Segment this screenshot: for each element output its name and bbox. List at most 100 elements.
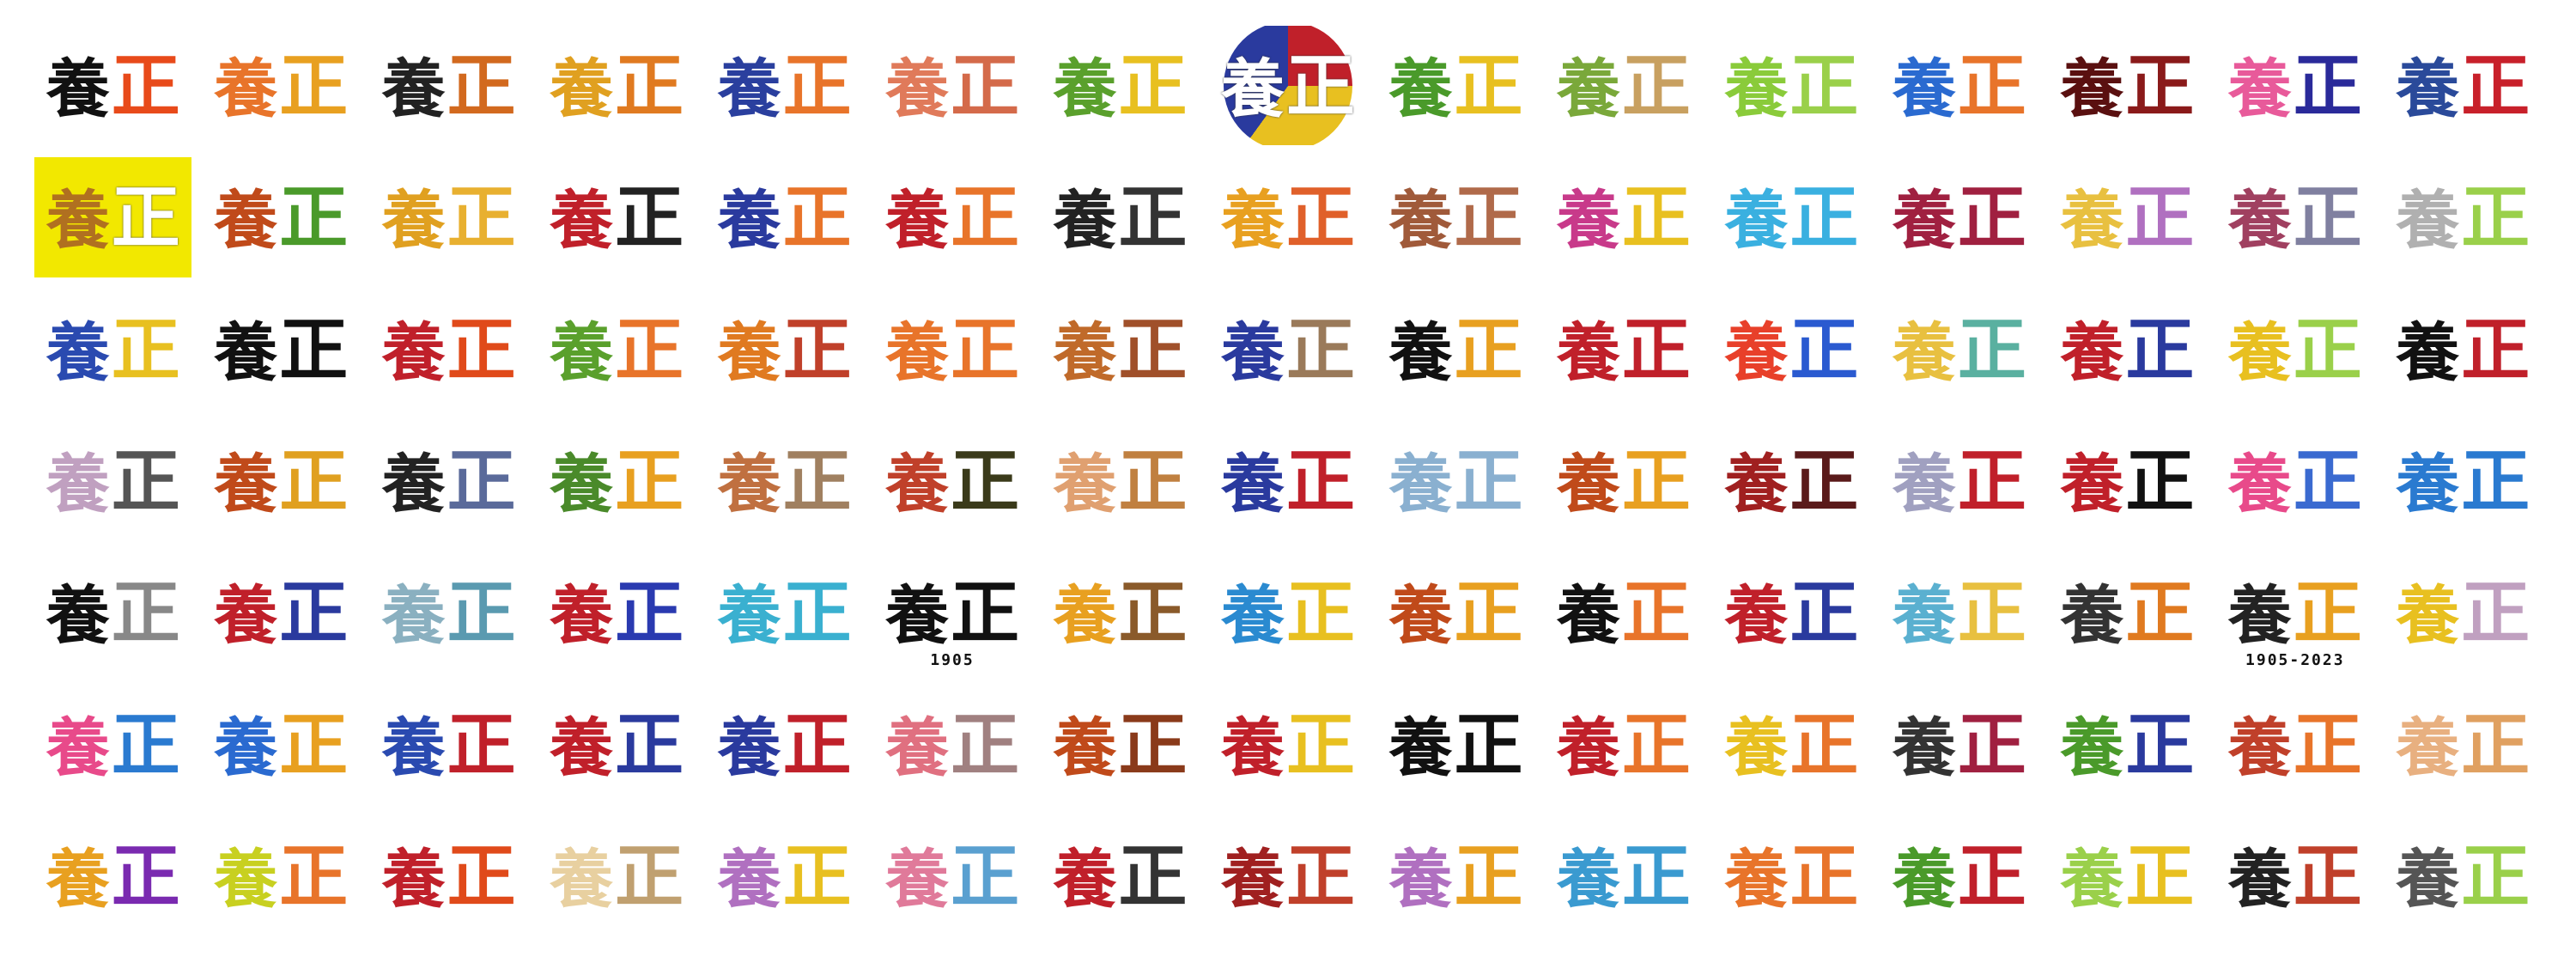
logo-char-second: 正 <box>1621 45 1691 126</box>
logo-char-second: 正 <box>1454 440 1523 521</box>
logo-char-second: 正 <box>1118 45 1188 126</box>
logo-tile: 養正 <box>1042 421 1199 540</box>
logo-char-second: 正 <box>111 308 180 390</box>
logo-tile: 養正 <box>34 421 191 540</box>
logo-char-first: 養 <box>2060 447 2124 521</box>
logo-char-first: 養 <box>1220 52 1285 126</box>
logo-char-second: 正 <box>1621 572 1691 654</box>
logo-char-second: 正 <box>111 704 180 785</box>
logo-char-first: 養 <box>885 184 950 259</box>
logo-char-first: 養 <box>2227 184 2292 259</box>
logo-char-second: 正 <box>111 836 180 917</box>
logo-char-first: 養 <box>1220 710 1285 785</box>
logo-char-first: 養 <box>46 710 110 785</box>
logo-char-second: 正 <box>2125 308 2195 390</box>
logo-char-second: 正 <box>1118 308 1188 390</box>
logo-char-second: 正 <box>447 572 516 654</box>
logo-char-first: 養 <box>381 184 446 259</box>
logo-char-first: 養 <box>1724 52 1789 126</box>
logo-char-first: 養 <box>46 315 110 390</box>
logo-char-second: 正 <box>1957 308 2026 390</box>
logo-tile: 養正 <box>1209 817 1366 936</box>
logo-tile: 養正 <box>538 817 695 936</box>
logo-char-first: 養 <box>1053 184 1117 259</box>
logo-char-first: 養 <box>1220 579 1285 654</box>
logo-char-first: 養 <box>1388 315 1453 390</box>
logo-tile: 養正 <box>538 421 695 540</box>
logo-tile: 養正 <box>34 817 191 936</box>
logo-tile: 養正 <box>1713 26 1870 145</box>
logo-tile: 養正 <box>538 290 695 409</box>
logo-char-second: 正 <box>1118 836 1188 917</box>
logo-tile: 養正 <box>2049 685 2206 804</box>
logo-char-second: 正 <box>951 440 1020 521</box>
logo-char-second: 正 <box>615 440 684 521</box>
logo-char-first: 養 <box>1388 710 1453 785</box>
logo-tile: 養正 <box>34 157 192 277</box>
logo-char-first: 養 <box>1388 52 1453 126</box>
logo-char-second: 正 <box>111 440 180 521</box>
logo-tile: 養正 <box>202 157 359 277</box>
logo-tile: 養正 <box>1545 290 1702 409</box>
logo-tile: 養正 <box>1713 290 1870 409</box>
logo-char-first: 養 <box>381 579 446 654</box>
logo-char-first: 養 <box>717 579 781 654</box>
logo-char-first: 養 <box>1053 447 1117 521</box>
logo-char-second: 正 <box>279 308 349 390</box>
logo-char-first: 養 <box>2396 184 2460 259</box>
logo-char-second: 正 <box>1285 836 1355 917</box>
logo-tile: 養正 <box>2216 26 2373 145</box>
logo-tile: 養正 <box>1713 553 1870 673</box>
logo-char-second: 正 <box>1621 704 1691 785</box>
logo-tile: 養正 <box>2216 157 2373 277</box>
logo-char-second: 正 <box>279 45 349 126</box>
logo-char-second: 正 <box>1118 177 1188 259</box>
logo-tile: 養正 <box>2216 290 2373 409</box>
logo-char-second: 正 <box>1957 572 2026 654</box>
logo-char-first: 養 <box>2396 315 2460 390</box>
logo-char-second: 正 <box>2293 308 2362 390</box>
logo-tile: 養正 <box>1209 553 1366 673</box>
logo-char-second: 正 <box>279 572 349 654</box>
logo-tile: 養正 <box>1880 553 2038 673</box>
logo-char-first: 養 <box>2060 710 2124 785</box>
logo-tile: 養正 <box>873 817 1030 936</box>
logo-char-second: 正 <box>2461 308 2530 390</box>
logo-tile: 養正 <box>34 685 191 804</box>
logo-char-first: 養 <box>550 184 614 259</box>
logo-char-first: 養 <box>2060 843 2124 917</box>
logo-char-first: 養 <box>885 579 950 654</box>
logo-tile: 養正 <box>706 421 863 540</box>
logo-char-second: 正 <box>279 440 349 521</box>
logo-char-first: 養 <box>2060 52 2124 126</box>
logo-char-first: 養 <box>2396 843 2460 917</box>
logo-char-first: 養 <box>717 52 781 126</box>
logo-char-first: 養 <box>2227 843 2292 917</box>
logo-tile: 養正 <box>2385 157 2542 277</box>
logo-tile: 養正 <box>1880 26 2038 145</box>
logo-tile: 養正 <box>706 157 863 277</box>
logo-char-first: 養 <box>214 52 278 126</box>
logo-tile: 養正 <box>202 290 359 409</box>
logo-char-second: 正 <box>2293 177 2362 259</box>
logo-char-second: 正 <box>111 45 180 126</box>
logo-char-first: 養 <box>1892 579 1956 654</box>
logo-char-second: 正 <box>1789 308 1859 390</box>
logo-char-first: 養 <box>717 710 781 785</box>
logo-char-first: 養 <box>214 447 278 521</box>
logo-char-first: 養 <box>717 447 781 521</box>
logo-tile: 養正 <box>2216 817 2373 936</box>
logo-char-second: 正 <box>447 704 516 785</box>
logo-tile: 養正 <box>538 553 695 673</box>
logo-char-second: 正 <box>1789 440 1859 521</box>
logo-tile: 養正 <box>370 553 527 673</box>
logo-char-second: 正 <box>1118 440 1188 521</box>
logo-char-second: 正 <box>2125 45 2195 126</box>
logo-char-first: 養 <box>2396 579 2460 654</box>
logo-tile: 養正 <box>538 685 695 804</box>
logo-char-first: 養 <box>1724 184 1789 259</box>
logo-char-first: 養 <box>381 315 446 390</box>
logo-char-second: 正 <box>279 704 349 785</box>
logo-tile: 養正 <box>2049 290 2206 409</box>
logo-tile: 養正 <box>538 157 695 277</box>
